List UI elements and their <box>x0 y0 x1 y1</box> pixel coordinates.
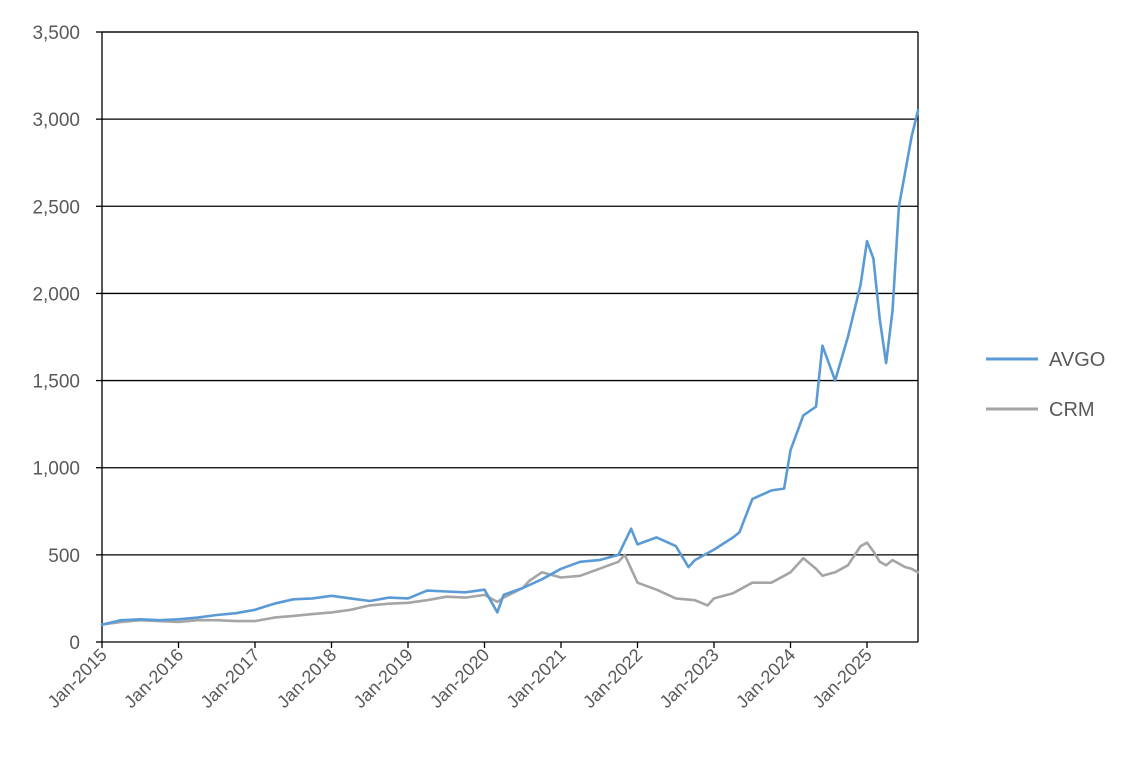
series-lines <box>100 109 920 626</box>
y-tick-label: 500 <box>48 546 80 567</box>
y-tick-label: 0 <box>69 633 80 654</box>
x-tick-label: Jan-2016 <box>120 645 187 712</box>
axes <box>96 31 919 648</box>
x-tick-labels: Jan-2015 Jan-2016 Jan-2017 Jan-2018 Jan-2019… <box>44 645 876 712</box>
x-tick-label: Jan-2017 <box>197 645 264 712</box>
x-tick-label: Jan-2022 <box>579 645 646 712</box>
series-line-avgo <box>100 109 920 626</box>
y-tick-label: 2,500 <box>32 197 80 218</box>
y-tick-labels: 0 500 1,000 1,500 2,000 2,500 3,000 3,500 <box>32 23 80 654</box>
y-tick-label: 1,000 <box>32 459 80 480</box>
x-tick-label: Jan-2019 <box>350 645 417 712</box>
y-tick-label: 2,000 <box>32 284 80 305</box>
x-tick-label: Jan-2018 <box>273 645 340 712</box>
x-tick-label: Jan-2025 <box>809 645 876 712</box>
x-tick-label: Jan-2015 <box>44 645 111 712</box>
gridlines <box>102 31 918 556</box>
x-tick-label: Jan-2024 <box>732 645 799 712</box>
y-tick-label: 3,000 <box>32 110 80 131</box>
x-tick-label: Jan-2021 <box>503 645 570 712</box>
series-line-crm <box>100 541 920 626</box>
x-tick-label: Jan-2023 <box>656 645 723 712</box>
legend: AVGO CRM <box>986 349 1105 421</box>
legend-label-crm: CRM <box>1049 399 1095 421</box>
y-tick-label: 1,500 <box>32 372 80 393</box>
legend-label-avgo: AVGO <box>1049 349 1105 371</box>
x-tick-label: Jan-2020 <box>426 645 493 712</box>
y-tick-label: 3,500 <box>32 23 80 44</box>
